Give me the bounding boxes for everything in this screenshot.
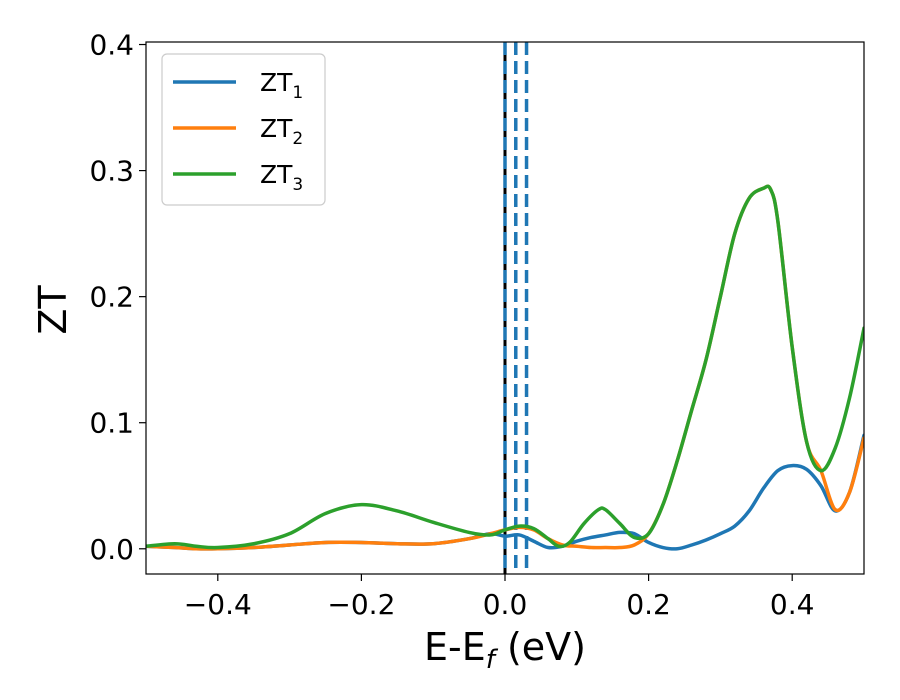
x-tick-label: −0.4 [184,588,252,621]
x-axis-label-main: E-E [424,625,486,669]
legend-label: ZT2 [260,114,303,149]
legend-label: ZT1 [260,68,303,103]
x-tick-label: −0.2 [327,588,395,621]
y-axis-label: ZT [31,285,75,335]
vertical-reference-lines [503,42,529,574]
x-tick-label: 0.0 [483,588,528,621]
y-tick-label: 0.4 [89,29,134,62]
series-lines [146,184,864,551]
y-tick-label: 0.3 [89,155,134,188]
x-tick-label: 0.2 [626,588,671,621]
y-axis-ticks: 0.0 0.1 0.2 0.3 0.4 [89,29,146,566]
x-axis-label-unit: (eV) [495,625,586,669]
y-tick-label: 0.0 [89,533,134,566]
legend-label: ZT3 [260,160,303,195]
series-line-zt3 [146,184,864,550]
y-tick-label: 0.1 [89,407,134,440]
y-tick-label: 0.2 [89,281,134,314]
x-tick-label: 0.4 [770,588,815,621]
x-axis-label: E-Ef (eV) [424,625,586,675]
legend: ZT1 ZT2 ZT3 [161,53,326,206]
legend-box [161,53,326,206]
x-axis-ticks: −0.4 −0.2 0.0 0.2 0.4 [184,574,815,621]
